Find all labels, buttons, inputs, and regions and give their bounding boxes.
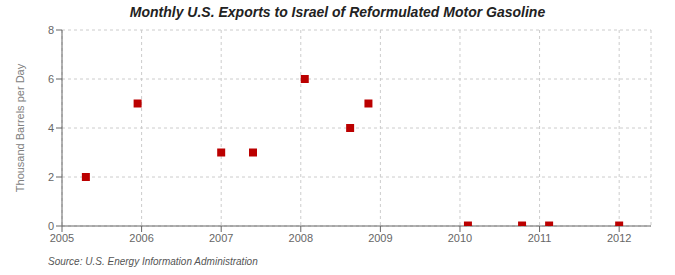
svg-text:2011: 2011 (528, 232, 552, 244)
svg-text:2012: 2012 (607, 232, 631, 244)
svg-text:2005: 2005 (50, 232, 74, 244)
svg-text:2010: 2010 (448, 232, 472, 244)
svg-text:2006: 2006 (129, 232, 153, 244)
svg-text:4: 4 (48, 122, 54, 134)
svg-text:2: 2 (48, 171, 54, 183)
html-text:Monthly U.S. Exports to Israel: Monthly U.S. Exports to Israel of Reform… (129, 4, 546, 20)
svg-text:2008: 2008 (289, 232, 313, 244)
svg-text:2009: 2009 (368, 232, 392, 244)
svg-text:2007: 2007 (209, 232, 233, 244)
svg-text:8: 8 (48, 24, 54, 36)
svg-text:Thousand Barrels per Day: Thousand Barrels per Day (14, 63, 26, 192)
svg-text:6: 6 (48, 73, 54, 85)
html-text:Source: U.S. Energy Informatio: Source: U.S. Energy Information Administ… (48, 256, 258, 267)
svg-text:0: 0 (48, 220, 54, 232)
